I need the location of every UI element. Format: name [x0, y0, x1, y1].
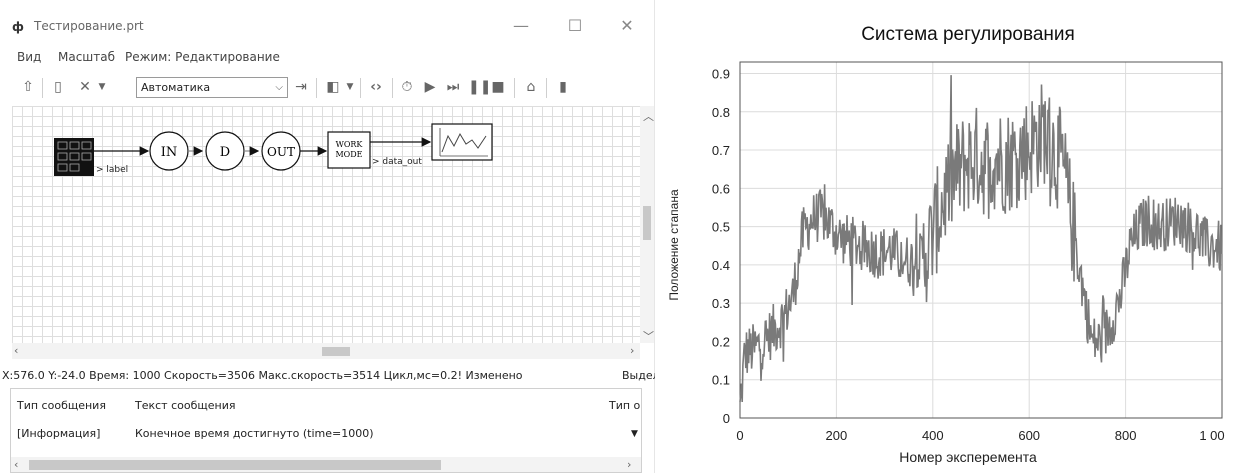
col-header-type[interactable]: Тип сообщения	[17, 399, 106, 412]
y-tick-label: 0.2	[712, 334, 730, 349]
toolbar-separator	[546, 78, 547, 98]
close-button[interactable]: ✕	[620, 16, 634, 35]
source-block[interactable]	[54, 138, 94, 176]
y-tick-label: 0.6	[712, 181, 730, 196]
y-axis: 0 0.1 0.2 0.3 0.4 0.5 0.6 0.7 0.8 0.9	[712, 66, 730, 426]
plot-area	[739, 61, 1223, 419]
chart-title: Система регулирования	[861, 24, 1075, 45]
scroll-down-icon[interactable]: ▼	[631, 429, 638, 439]
message-horizontal-scrollbar[interactable]: ‹ ›	[11, 457, 641, 472]
house-icon[interactable]: ⌂	[526, 79, 536, 95]
step-forward-icon[interactable]: ⏭	[446, 79, 460, 95]
x-axis-label: Номер эксперемента	[899, 449, 1037, 465]
toolbar-separator	[360, 78, 361, 98]
code-icon[interactable]: ‹›	[370, 79, 382, 95]
chevron-down-icon: ⌵	[275, 82, 283, 93]
diagram-svg: > label IN D OUT WORK MODE > d	[54, 123, 493, 176]
toolbar-separator	[316, 78, 317, 98]
message-panel: Тип сообщения Текст сообщения Тип о [Инф…	[10, 388, 642, 473]
vertical-scroll-thumb[interactable]	[643, 206, 651, 240]
tools-dropdown-icon[interactable]: ▼	[98, 82, 106, 92]
y-tick-label: 0.3	[712, 296, 730, 311]
work-mode-block[interactable]: WORK MODE	[327, 131, 371, 169]
x-axis: 0 200 400 600 800 1 00	[736, 428, 1224, 443]
data-out-label: > data_out	[372, 157, 422, 167]
block-out[interactable]: OUT	[261, 131, 301, 171]
y-tick-label: 0.5	[712, 220, 730, 235]
scroll-left-icon[interactable]: ‹	[14, 344, 19, 357]
work-mode-line2: MODE	[335, 150, 362, 159]
y-axis-label: Положение стапана	[667, 189, 681, 301]
line-chart: Система регулирования 0 0.1 0.2 0.3 0.4 0.5 0.…	[667, 24, 1225, 465]
message-text: Конечное время достигнуто (time=1000)	[135, 427, 374, 440]
scroll-left-icon[interactable]: ‹	[14, 458, 19, 471]
x-tick-label: 400	[922, 428, 944, 443]
y-tick-label: 0.8	[712, 105, 730, 120]
block-in[interactable]: IN	[149, 131, 189, 171]
toolbar-separator	[42, 78, 43, 98]
app-logo-icon: ф	[12, 20, 24, 34]
block-d[interactable]: D	[205, 131, 245, 171]
title-bar: ф Тестирование.prt — ☐ ✕	[0, 0, 655, 44]
status-text: X:576.0 Y:-24.0 Время: 1000 Скорость=350…	[2, 369, 523, 382]
app-window: ф Тестирование.prt — ☐ ✕ Вид Масштаб Реж…	[0, 0, 655, 473]
block-out-label: OUT	[267, 145, 295, 159]
horizontal-scroll-thumb[interactable]	[322, 347, 350, 356]
pause-icon[interactable]: ❚❚	[468, 79, 492, 95]
message-type: [Информация]	[17, 427, 101, 440]
up-arrow-icon[interactable]: ⇧	[22, 79, 34, 95]
menu-view[interactable]: Вид	[17, 50, 42, 64]
x-tick-label: 0	[736, 428, 743, 443]
menu-bar: Вид Масштаб Режим: Редактирование	[0, 48, 655, 68]
status-bar: X:576.0 Y:-24.0 Время: 1000 Скорость=350…	[0, 366, 655, 386]
toolbar-separator	[392, 78, 393, 98]
work-mode-line1: WORK	[336, 140, 364, 149]
series-line	[739, 75, 1223, 403]
scroll-right-icon[interactable]: ›	[627, 458, 632, 471]
scroll-down-icon[interactable]: ﹀	[643, 330, 654, 343]
play-icon[interactable]: ▶	[424, 79, 436, 95]
col-header-type2[interactable]: Тип о	[609, 399, 641, 412]
minimize-button[interactable]: —	[513, 16, 529, 35]
toolbar: ⇧ ▯ ✕ ▼ Автоматика ⌵ ⇥ ◧ ▼ ‹› ⏱ ▶ ⏭ ❚❚ ■…	[14, 72, 644, 104]
layers-dropdown-icon[interactable]: ▼	[346, 82, 354, 92]
step-icon[interactable]: ⇥	[295, 79, 307, 95]
tools-icon[interactable]: ✕	[79, 79, 91, 95]
status-selected: Выдел	[622, 369, 655, 382]
stop-icon[interactable]: ■	[491, 79, 505, 95]
source-label: > label	[96, 165, 128, 175]
diagram-canvas[interactable]: > label IN D OUT WORK MODE > d	[12, 106, 640, 343]
plot-block[interactable]	[431, 123, 493, 161]
menu-scale[interactable]: Масштаб	[58, 50, 116, 64]
maximize-button[interactable]: ☐	[567, 16, 583, 35]
y-tick-label: 0.1	[712, 373, 730, 388]
canvas-horizontal-scrollbar[interactable]: ‹ ›	[12, 343, 640, 359]
exit-icon[interactable]: ▮	[559, 79, 567, 95]
window-title: Тестирование.prt	[34, 19, 144, 33]
scroll-right-icon[interactable]: ›	[630, 344, 635, 357]
x-tick-label: 600	[1018, 428, 1040, 443]
menu-mode[interactable]: Режим: Редактирование	[125, 50, 280, 64]
block-in-label: IN	[161, 145, 178, 160]
page-icon[interactable]: ▯	[54, 79, 62, 95]
layers-icon[interactable]: ◧	[326, 79, 340, 95]
y-tick-label: 0.4	[712, 258, 730, 273]
block-d-label: D	[220, 145, 230, 160]
timer-icon[interactable]: ⏱	[401, 79, 413, 95]
toolbar-separator	[514, 78, 515, 98]
y-tick-label: 0	[723, 411, 730, 426]
mode-select[interactable]: Автоматика ⌵	[136, 77, 288, 98]
canvas-vertical-scrollbar[interactable]: ︿ ﹀	[640, 106, 654, 343]
y-tick-label: 0.7	[712, 143, 730, 158]
message-scroll-thumb[interactable]	[29, 460, 441, 470]
mode-select-value: Автоматика	[141, 81, 211, 94]
x-tick-label: 200	[826, 428, 848, 443]
col-header-text[interactable]: Текст сообщения	[135, 399, 236, 412]
y-tick-label: 0.9	[712, 66, 730, 81]
x-tick-label: 800	[1115, 428, 1137, 443]
x-tick-label: 1 00	[1199, 428, 1224, 443]
scroll-up-icon[interactable]: ︿	[643, 110, 654, 123]
